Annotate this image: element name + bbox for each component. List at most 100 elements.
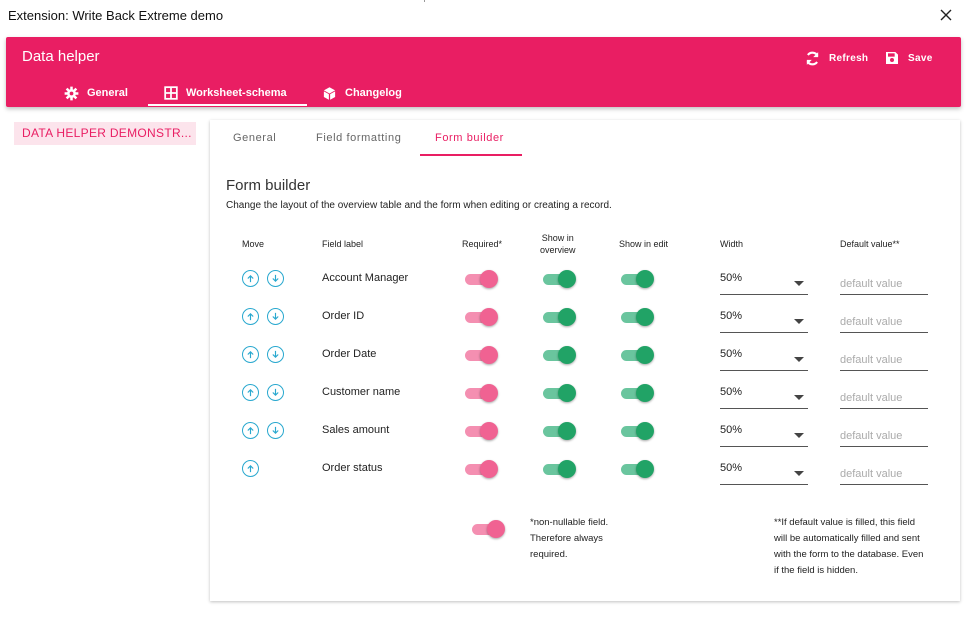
- width-select-value: 50%: [720, 272, 743, 284]
- save-button[interactable]: Save: [884, 48, 933, 68]
- tab-worksheet-schema-label: Worksheet-schema: [186, 87, 287, 99]
- show-edit-toggle[interactable]: [619, 384, 655, 402]
- subtab-form-builder[interactable]: Form builder: [435, 132, 504, 144]
- field-label: Account Manager: [322, 272, 409, 284]
- required-note: *non-nullable field. Therefore always re…: [530, 515, 608, 563]
- required-toggle[interactable]: [463, 308, 499, 326]
- arrow-up-icon: [246, 464, 255, 473]
- caret-down-icon: [794, 281, 804, 286]
- required-note-line3: required.: [530, 549, 568, 560]
- default-value-input[interactable]: [840, 388, 928, 409]
- arrow-down-icon: [271, 426, 280, 435]
- width-select[interactable]: 50%: [720, 384, 808, 409]
- table-row: Order Date 50%: [210, 340, 960, 371]
- default-value-note: **If default value is filled, this field…: [774, 515, 923, 579]
- subtab-general[interactable]: General: [233, 132, 277, 144]
- show-edit-toggle[interactable]: [619, 270, 655, 288]
- window-edge-mark: [424, 0, 425, 2]
- move-up-button[interactable]: [242, 346, 259, 363]
- window-title: Extension: Write Back Extreme demo: [8, 8, 224, 23]
- refresh-button[interactable]: Refresh: [804, 48, 868, 68]
- default-note-line1: **If default value is filled, this field: [774, 517, 915, 528]
- default-note-line2: will be automatically filled and sent: [774, 533, 920, 544]
- arrow-down-icon: [271, 274, 280, 283]
- default-value-input[interactable]: [840, 426, 928, 447]
- subtab-field-formatting[interactable]: Field formatting: [316, 132, 402, 144]
- required-toggle[interactable]: [463, 384, 499, 402]
- width-select[interactable]: 50%: [720, 460, 808, 485]
- move-up-button[interactable]: [242, 460, 259, 477]
- field-label: Customer name: [322, 386, 401, 398]
- show-overview-toggle[interactable]: [541, 384, 577, 402]
- width-select[interactable]: 50%: [720, 308, 808, 333]
- column-header-field-label: Field label: [322, 239, 364, 249]
- caret-down-icon: [794, 395, 804, 400]
- show-overview-toggle[interactable]: [541, 308, 577, 326]
- show-edit-toggle[interactable]: [619, 422, 655, 440]
- width-select-value: 50%: [720, 462, 743, 474]
- show-overview-toggle[interactable]: [541, 460, 577, 478]
- width-select-value: 50%: [720, 386, 743, 398]
- tab-worksheet-schema[interactable]: Worksheet-schema: [164, 81, 287, 105]
- default-value-input[interactable]: [840, 312, 928, 333]
- arrow-down-icon: [271, 350, 280, 359]
- tab-changelog-label: Changelog: [345, 87, 402, 99]
- arrow-up-icon: [246, 426, 255, 435]
- width-select-value: 50%: [720, 348, 743, 360]
- width-select-value: 50%: [720, 424, 743, 436]
- move-up-button[interactable]: [242, 308, 259, 325]
- default-value-input[interactable]: [840, 274, 928, 295]
- refresh-label: Refresh: [829, 52, 869, 64]
- required-toggle[interactable]: [463, 422, 499, 440]
- column-header-required: Required*: [462, 239, 503, 249]
- sidebar-item-data-helper[interactable]: DATA HELPER DEMONSTR...: [14, 122, 196, 145]
- move-down-button[interactable]: [267, 308, 284, 325]
- width-select-value: 50%: [720, 310, 743, 322]
- move-down-button[interactable]: [267, 270, 284, 287]
- move-down-button[interactable]: [267, 346, 284, 363]
- tab-changelog[interactable]: Changelog: [322, 81, 402, 105]
- width-select[interactable]: 50%: [720, 270, 808, 295]
- column-header-show-overview-line1: Show in: [541, 233, 574, 243]
- gear-icon: [64, 86, 79, 100]
- form-builder-description: Change the layout of the overview table …: [226, 200, 612, 211]
- grid-icon: [164, 86, 178, 100]
- column-header-show-edit: Show in edit: [619, 239, 669, 249]
- move-up-button[interactable]: [242, 422, 259, 439]
- show-overview-toggle[interactable]: [541, 346, 577, 364]
- table-row: Sales amount 50%: [210, 416, 960, 447]
- required-toggle[interactable]: [463, 270, 499, 288]
- arrow-up-icon: [246, 274, 255, 283]
- show-edit-toggle[interactable]: [619, 460, 655, 478]
- default-value-input[interactable]: [840, 350, 928, 371]
- table-row: Customer name 50%: [210, 378, 960, 409]
- field-label: Order status: [322, 462, 383, 474]
- show-overview-toggle[interactable]: [541, 422, 577, 440]
- field-label: Order ID: [322, 310, 365, 322]
- move-up-button[interactable]: [242, 384, 259, 401]
- close-icon[interactable]: [936, 5, 956, 25]
- default-value-input[interactable]: [840, 464, 928, 485]
- arrow-up-icon: [246, 350, 255, 359]
- arrow-up-icon: [246, 312, 255, 321]
- column-header-show-overview: Show in overview: [540, 232, 576, 256]
- arrow-down-icon: [271, 312, 280, 321]
- show-overview-toggle[interactable]: [541, 270, 577, 288]
- move-down-button[interactable]: [267, 422, 284, 439]
- show-edit-toggle[interactable]: [619, 346, 655, 364]
- show-edit-toggle[interactable]: [619, 308, 655, 326]
- width-select[interactable]: 50%: [720, 346, 808, 371]
- tab-general[interactable]: General: [64, 81, 128, 105]
- main-panel: General Field formatting Form builder Fo…: [210, 120, 960, 601]
- caret-down-icon: [794, 433, 804, 438]
- column-header-show-overview-line2: overview: [540, 245, 576, 255]
- cube-icon: [323, 86, 336, 100]
- move-down-button[interactable]: [267, 384, 284, 401]
- move-up-button[interactable]: [242, 270, 259, 287]
- caret-down-icon: [794, 471, 804, 476]
- width-select[interactable]: 50%: [720, 422, 808, 447]
- required-toggle[interactable]: [463, 460, 499, 478]
- field-label: Order Date: [322, 348, 377, 360]
- required-toggle[interactable]: [463, 346, 499, 364]
- required-note-line1: *non-nullable field.: [530, 517, 609, 528]
